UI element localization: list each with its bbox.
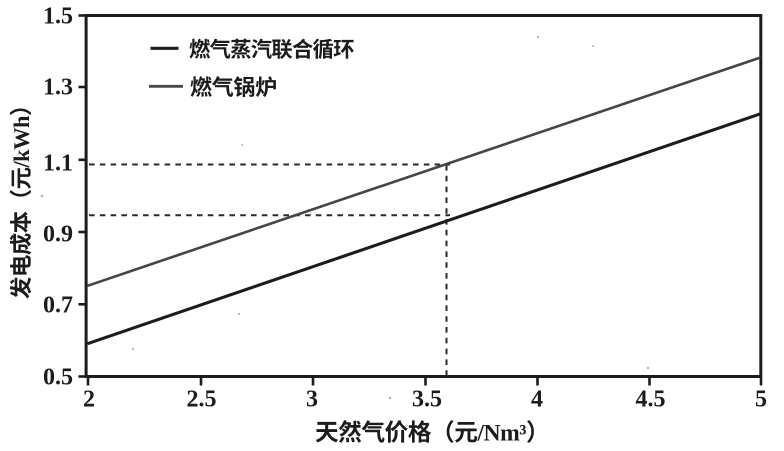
svg-text:4.5: 4.5	[636, 387, 666, 413]
svg-text:0.7: 0.7	[43, 293, 73, 319]
svg-text:3: 3	[306, 387, 318, 413]
svg-text:1.1: 1.1	[43, 151, 73, 177]
svg-text:2.5: 2.5	[187, 387, 217, 413]
svg-text:2: 2	[83, 387, 95, 413]
svg-text:4: 4	[531, 387, 543, 413]
svg-text:0.9: 0.9	[43, 222, 73, 248]
svg-text:3.5: 3.5	[412, 387, 442, 413]
svg-text:0.5: 0.5	[43, 365, 73, 391]
svg-text:1.5: 1.5	[43, 3, 73, 29]
svg-text:1.3: 1.3	[43, 75, 73, 101]
svg-text:5: 5	[755, 387, 767, 413]
